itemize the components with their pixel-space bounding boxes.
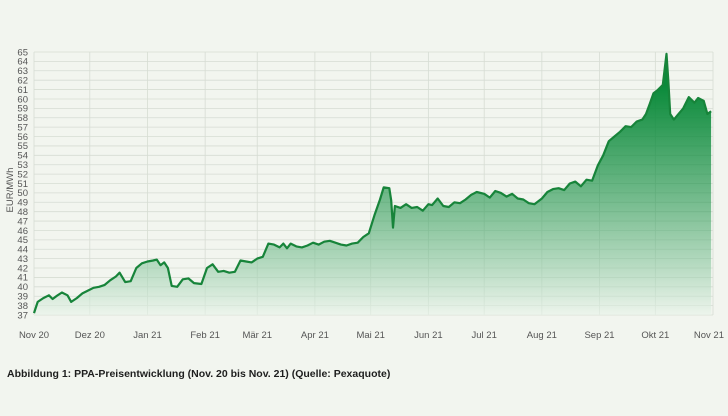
y-tick-label: 60 — [17, 94, 28, 105]
x-tick-label: Dez 20 — [75, 330, 105, 341]
y-tick-label: 45 — [17, 235, 28, 246]
x-tick-label: Okt 21 — [641, 330, 669, 341]
price-chart: 37 38 39 40 41 42 43 44 45 46 47 48 49 50 51 52 53 54 55 56… — [5, 47, 724, 341]
y-tick-label: 65 — [17, 47, 28, 58]
x-tick-label: Jun 21 — [414, 330, 443, 341]
x-tick-label: Feb 21 — [190, 330, 220, 341]
y-tick-label: 50 — [17, 188, 28, 199]
x-tick-label: Mai 21 — [356, 330, 385, 341]
y-tick-label: 52 — [17, 169, 28, 180]
y-tick-label: 48 — [17, 207, 28, 218]
x-tick-label: Mär 21 — [242, 330, 272, 341]
y-axis-label: EUR/MWh — [5, 168, 16, 213]
price-area — [34, 53, 712, 316]
y-tick-label: 37 — [17, 310, 28, 321]
y-tick-label: 64 — [17, 57, 28, 68]
x-axis-ticks: Nov 20 Dez 20 Jan 21 Feb 21 Mär 21 Apr 21 Mai … — [19, 330, 724, 341]
y-tick-label: 61 — [17, 85, 28, 96]
y-tick-label: 42 — [17, 263, 28, 274]
x-tick-label: Nov 21 — [694, 330, 724, 341]
y-tick-label: 51 — [17, 179, 28, 190]
price-line — [32, 52, 712, 314]
x-tick-label: Sep 21 — [584, 330, 614, 341]
x-tick-label: Jan 21 — [133, 330, 162, 341]
x-tick-label: Apr 21 — [301, 330, 329, 341]
y-tick-label: 54 — [17, 151, 28, 162]
y-tick-label: 39 — [17, 292, 28, 303]
y-tick-label: 44 — [17, 245, 28, 256]
y-tick-label: 63 — [17, 66, 28, 77]
y-tick-label: 55 — [17, 141, 28, 152]
y-tick-label: 46 — [17, 226, 28, 237]
y-tick-label: 49 — [17, 198, 28, 209]
y-tick-label: 38 — [17, 301, 28, 312]
x-tick-label: Nov 20 — [19, 330, 49, 341]
x-tick-label: Jul 21 — [472, 330, 497, 341]
y-tick-label: 62 — [17, 75, 28, 86]
figure-caption: Abbildung 1: PPA-Preisentwicklung (Nov. … — [7, 368, 391, 380]
y-tick-label: 40 — [17, 282, 28, 293]
y-tick-label: 59 — [17, 104, 28, 115]
y-tick-label: 47 — [17, 216, 28, 227]
y-tick-label: 43 — [17, 254, 28, 265]
y-tick-label: 41 — [17, 273, 28, 284]
y-axis-ticks: 3738394041424344454647484950515253545556… — [17, 47, 28, 321]
y-tick-label: 56 — [17, 132, 28, 143]
y-tick-label: 58 — [17, 113, 28, 124]
y-tick-label: 53 — [17, 160, 28, 171]
price-chart-svg: 3738394041424344454647484950515253545556… — [5, 47, 724, 341]
x-tick-label: Aug 21 — [527, 330, 557, 341]
y-tick-label: 57 — [17, 122, 28, 133]
